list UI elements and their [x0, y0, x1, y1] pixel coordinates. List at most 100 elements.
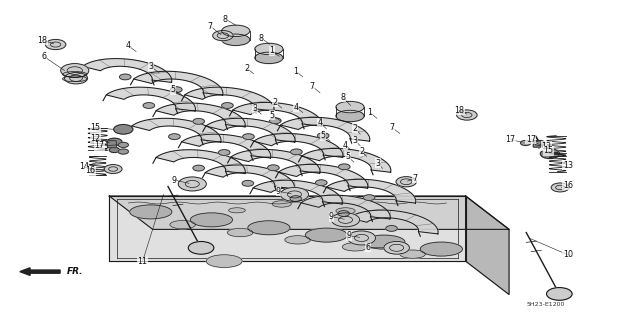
Polygon shape [109, 196, 466, 261]
Circle shape [221, 103, 233, 108]
Text: FR.: FR. [67, 267, 83, 276]
Text: 9: 9 [329, 212, 334, 221]
Ellipse shape [228, 208, 245, 213]
Circle shape [188, 241, 214, 254]
Polygon shape [20, 268, 60, 275]
Circle shape [520, 140, 531, 145]
FancyBboxPatch shape [533, 141, 541, 147]
Ellipse shape [248, 221, 290, 235]
Text: 6: 6 [365, 243, 371, 252]
Circle shape [45, 40, 66, 50]
Circle shape [457, 110, 477, 120]
Ellipse shape [336, 208, 355, 214]
Circle shape [178, 177, 206, 191]
Text: 5: 5 [321, 131, 326, 140]
Ellipse shape [400, 250, 426, 258]
Text: 18: 18 [37, 36, 47, 45]
Polygon shape [254, 134, 343, 157]
Circle shape [65, 72, 88, 84]
Circle shape [120, 74, 131, 80]
Text: 16: 16 [563, 181, 573, 190]
Ellipse shape [170, 220, 195, 229]
Text: 2: 2 [353, 124, 358, 133]
Circle shape [384, 241, 410, 254]
Circle shape [193, 165, 204, 171]
Text: 4: 4 [126, 41, 131, 50]
Circle shape [364, 195, 375, 200]
Circle shape [339, 164, 350, 170]
Circle shape [269, 118, 281, 123]
Ellipse shape [206, 255, 242, 268]
Polygon shape [231, 149, 320, 173]
Circle shape [114, 124, 133, 134]
Circle shape [243, 134, 254, 139]
Text: 2: 2 [244, 63, 249, 72]
Polygon shape [106, 87, 195, 111]
Polygon shape [132, 118, 221, 142]
Text: 1: 1 [269, 46, 275, 56]
Text: 5H23-E1200: 5H23-E1200 [526, 302, 564, 308]
Polygon shape [156, 103, 245, 127]
Circle shape [386, 226, 397, 231]
Circle shape [317, 133, 329, 138]
Ellipse shape [255, 52, 283, 63]
Circle shape [212, 31, 233, 41]
Text: 2: 2 [359, 147, 364, 156]
Ellipse shape [342, 243, 368, 251]
Text: 17: 17 [505, 135, 515, 144]
Text: 7: 7 [207, 22, 212, 31]
Circle shape [540, 149, 559, 159]
Text: 5: 5 [346, 152, 351, 161]
Polygon shape [134, 71, 223, 95]
Ellipse shape [336, 101, 364, 113]
Polygon shape [253, 180, 342, 204]
Polygon shape [301, 148, 391, 172]
Ellipse shape [221, 25, 250, 37]
Ellipse shape [221, 34, 250, 46]
Text: 4: 4 [293, 103, 298, 112]
Circle shape [118, 149, 129, 154]
Ellipse shape [190, 213, 232, 227]
Circle shape [61, 63, 89, 78]
Polygon shape [301, 195, 390, 219]
Text: 9: 9 [172, 176, 177, 185]
Text: 5: 5 [269, 111, 275, 120]
Ellipse shape [255, 43, 283, 55]
Circle shape [193, 119, 204, 124]
Text: 17: 17 [95, 141, 105, 150]
Text: 13: 13 [563, 161, 573, 170]
Ellipse shape [272, 201, 291, 207]
Ellipse shape [420, 242, 463, 256]
Polygon shape [156, 150, 245, 174]
Circle shape [280, 188, 308, 201]
Polygon shape [205, 165, 294, 189]
Circle shape [143, 103, 155, 108]
Circle shape [118, 142, 129, 147]
Text: 4: 4 [343, 141, 348, 150]
Text: 3: 3 [252, 104, 257, 113]
Text: 9: 9 [276, 187, 281, 196]
Circle shape [107, 138, 122, 146]
Text: 3: 3 [376, 159, 381, 168]
Text: 5: 5 [170, 85, 176, 94]
Text: 16: 16 [85, 166, 95, 175]
Circle shape [242, 181, 253, 186]
Polygon shape [278, 164, 368, 188]
Ellipse shape [285, 236, 310, 244]
Text: 14: 14 [79, 162, 89, 171]
Circle shape [171, 87, 182, 93]
Circle shape [290, 196, 301, 201]
Text: 7: 7 [310, 82, 315, 91]
Text: 15: 15 [90, 123, 100, 132]
Text: 7: 7 [390, 123, 395, 132]
Ellipse shape [336, 110, 364, 122]
Text: 18: 18 [454, 106, 464, 115]
Text: 3: 3 [148, 62, 153, 71]
Ellipse shape [227, 228, 253, 237]
Circle shape [316, 180, 327, 186]
Circle shape [291, 149, 302, 155]
Circle shape [218, 150, 230, 155]
Text: 12: 12 [541, 142, 552, 151]
Text: 3: 3 [353, 136, 358, 145]
Polygon shape [349, 210, 438, 234]
